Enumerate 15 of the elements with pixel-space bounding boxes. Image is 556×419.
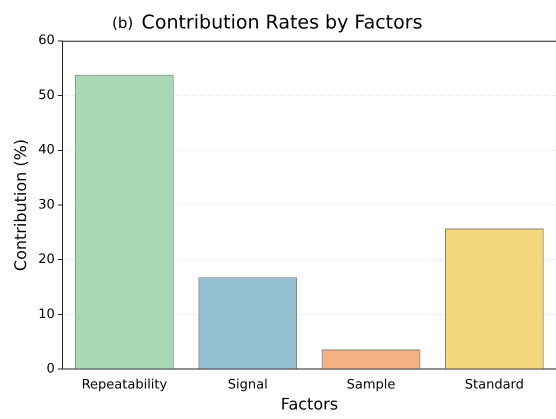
x-axis-title: Factors [280, 394, 338, 414]
chart-title: Contribution Rates by Factors [142, 11, 422, 34]
y-tick-label: 30 [38, 197, 55, 212]
x-tick-label: Signal [228, 377, 268, 392]
x-tick-label: Standard [464, 377, 524, 392]
y-tick-label: 40 [38, 142, 55, 158]
text: (b) [112, 14, 134, 32]
y-tick-label: 20 [38, 252, 55, 268]
x-tick-label: Sample [346, 377, 396, 392]
y-tick-label: 0 [46, 362, 55, 377]
y-tick-label: 60 [38, 33, 55, 48]
y-tick-label: 10 [38, 306, 55, 322]
x-tick-label: Repeatability [82, 377, 168, 392]
y-tick-label: 50 [38, 88, 55, 103]
y-axis-title: Contribution (%) [10, 138, 30, 272]
